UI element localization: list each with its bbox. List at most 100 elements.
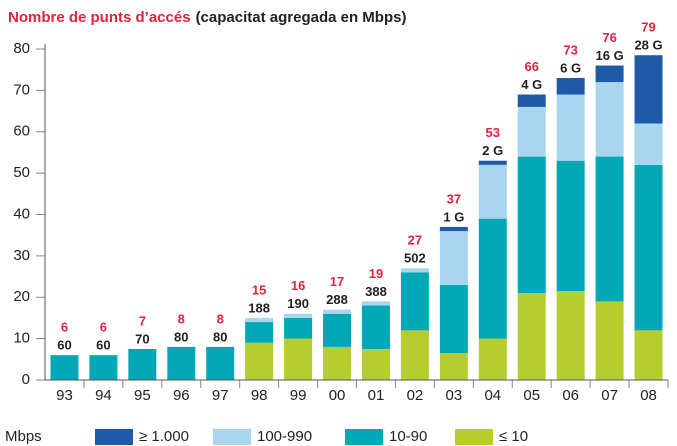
bar-segment [478, 164, 507, 219]
total-label: 8 [217, 311, 224, 326]
bar-segment [595, 65, 624, 83]
legend-label: ≥ 1.000 [139, 428, 189, 445]
chart-title: Nombre de punts d’accés [8, 9, 191, 26]
total-label: 53 [486, 125, 500, 140]
capacity-label: 1 G [443, 209, 464, 224]
bar-segment [284, 338, 313, 380]
bar-segment [556, 160, 585, 292]
x-tick-label: 95 [134, 387, 151, 404]
total-label: 6 [61, 320, 68, 335]
total-label: 76 [602, 30, 616, 45]
bar-segment [284, 317, 313, 339]
bar-segment [517, 106, 546, 157]
x-tick-label: 03 [446, 387, 463, 404]
x-tick-label: 00 [329, 387, 346, 404]
legend-swatch [345, 429, 383, 445]
x-tick-label: 06 [562, 387, 579, 404]
bar-segment [634, 330, 663, 380]
x-tick-label: 98 [251, 387, 268, 404]
x-tick-label: 96 [173, 387, 190, 404]
bar-segment [634, 55, 663, 124]
bar-segment [517, 156, 546, 294]
bar-segment [323, 309, 352, 314]
legend-label: 10-90 [389, 428, 427, 445]
y-tick-label: 50 [13, 164, 30, 181]
bar-segment [478, 160, 507, 165]
x-tick-label: 01 [368, 387, 385, 404]
bar-segment [167, 346, 196, 380]
bar-segment [128, 348, 157, 380]
capacity-label: 16 G [596, 48, 624, 63]
bar-segment [439, 231, 468, 285]
total-label: 37 [447, 191, 461, 206]
bar-segment [400, 330, 429, 380]
bar-segment [361, 348, 390, 380]
capacity-label: 288 [326, 292, 348, 307]
total-label: 73 [563, 42, 577, 57]
capacity-label: 70 [135, 331, 149, 346]
bar-segment [556, 291, 585, 380]
legend-title: Mbps [5, 428, 42, 445]
bar-segment [517, 293, 546, 380]
bar-segment [50, 355, 79, 380]
x-tick-label: 08 [640, 387, 657, 404]
legend-swatch [213, 429, 251, 445]
total-label: 15 [252, 282, 266, 297]
capacity-label: 190 [287, 296, 309, 311]
capacity-label: 4 G [521, 77, 542, 92]
bar-segment [245, 317, 274, 323]
capacity-label: 502 [404, 251, 426, 266]
x-tick-label: 97 [212, 387, 229, 404]
capacity-label: 6 G [560, 60, 581, 75]
bar-segment [361, 301, 390, 306]
legend-swatch [95, 429, 133, 445]
x-tick-label: 05 [523, 387, 540, 404]
capacity-label: 388 [365, 284, 387, 299]
bar-segment [284, 313, 313, 318]
bar-segment [439, 284, 468, 354]
bar-segment [556, 94, 585, 161]
bar-segment [245, 322, 274, 343]
capacity-label: 60 [96, 338, 110, 353]
total-label: 19 [369, 266, 383, 281]
bar-segment [245, 342, 274, 380]
legend-label: 100-990 [257, 428, 312, 445]
bar-segment [323, 346, 352, 380]
capacity-label: 28 G [634, 38, 662, 53]
legend-swatch [455, 429, 493, 445]
bar-segment [439, 226, 468, 232]
bar-segment [595, 82, 624, 157]
x-tick-label: 07 [601, 387, 618, 404]
total-label: 6 [100, 320, 107, 335]
capacity-label: 188 [248, 300, 270, 315]
bar-segment [400, 272, 429, 331]
y-tick-label: 30 [13, 247, 30, 264]
legend-label: ≤ 10 [499, 428, 528, 445]
total-label: 8 [178, 311, 185, 326]
y-tick-label: 70 [13, 81, 30, 98]
total-label: 27 [408, 233, 422, 248]
y-tick-label: 80 [13, 40, 30, 57]
capacity-label: 60 [57, 338, 71, 353]
bar-segment [634, 164, 663, 331]
bar-segment [400, 268, 429, 273]
bar-segment [89, 355, 118, 380]
bar-segment [439, 353, 468, 380]
y-tick-label: 60 [13, 123, 30, 140]
x-tick-label: 94 [95, 387, 112, 404]
capacity-label: 80 [174, 329, 188, 344]
capacity-label: 80 [213, 329, 227, 344]
y-tick-label: 20 [13, 288, 30, 305]
y-tick-label: 10 [13, 330, 30, 347]
total-label: 17 [330, 274, 344, 289]
bar-segment [595, 301, 624, 380]
total-label: 7 [139, 313, 146, 328]
bar-segment [595, 156, 624, 302]
bar-segment [634, 123, 663, 165]
total-label: 79 [641, 20, 655, 35]
x-tick-label: 93 [56, 387, 73, 404]
total-label: 16 [291, 278, 305, 293]
y-tick-label: 40 [13, 205, 30, 222]
bar-segment [478, 338, 507, 380]
